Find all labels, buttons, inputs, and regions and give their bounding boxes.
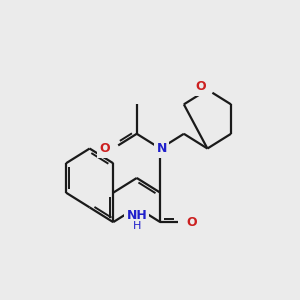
Text: O: O xyxy=(100,142,110,155)
Text: NH: NH xyxy=(126,209,147,222)
Text: O: O xyxy=(187,216,197,229)
Text: N: N xyxy=(157,142,167,155)
Text: H: H xyxy=(133,221,141,231)
Text: O: O xyxy=(196,80,206,93)
